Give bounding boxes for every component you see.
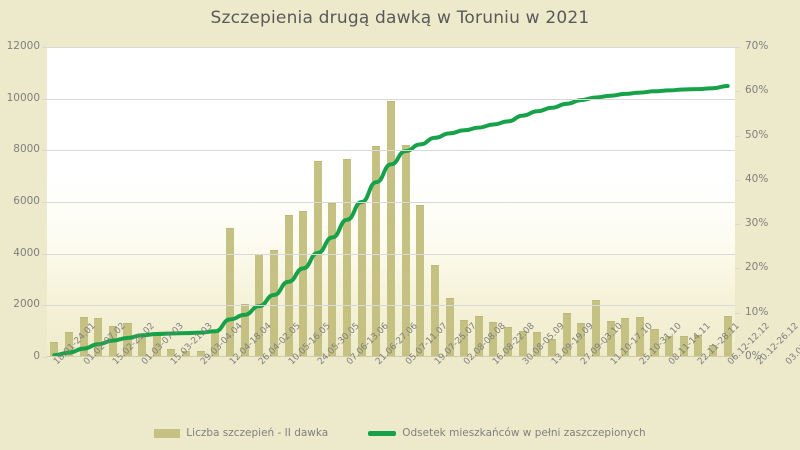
bar[interactable] bbox=[343, 159, 352, 357]
bar[interactable] bbox=[445, 297, 454, 357]
bar[interactable] bbox=[504, 327, 513, 357]
bar[interactable] bbox=[533, 332, 542, 357]
line-swatch-icon bbox=[368, 430, 397, 436]
y2-axis-tick-mark bbox=[735, 179, 740, 181]
bar[interactable] bbox=[386, 101, 396, 357]
chart-title: Szczepienia drugą dawką w Toruniu w 2021 bbox=[210, 8, 590, 28]
y-axis-tick-label: 8000 bbox=[13, 143, 40, 156]
bar[interactable] bbox=[167, 349, 176, 357]
bar[interactable] bbox=[665, 336, 674, 357]
bar[interactable] bbox=[679, 336, 688, 357]
axis-baseline bbox=[47, 356, 735, 357]
y2-axis-tick-label: 40% bbox=[745, 172, 769, 185]
bar[interactable] bbox=[225, 227, 234, 357]
x-axis-labels: 18.01-24.01 01.02-07.02 15.02-21.02 01.03-0… bbox=[47, 321, 800, 420]
y2-axis-tick-mark bbox=[735, 135, 740, 137]
y-axis-tick-label: 2000 bbox=[13, 298, 40, 311]
bar[interactable] bbox=[547, 338, 557, 357]
y-axis-tick-mark bbox=[42, 202, 47, 203]
y2-axis-tick-mark bbox=[735, 357, 740, 358]
bar[interactable] bbox=[196, 350, 205, 357]
bar[interactable] bbox=[591, 300, 600, 357]
y-axis-tick-label: 0 bbox=[33, 350, 40, 362]
y2-axis-tick-label: 60% bbox=[745, 84, 769, 97]
y-axis-tick-mark bbox=[42, 150, 47, 152]
y2-axis-tick-label: 10% bbox=[745, 305, 769, 318]
y-axis-tick-label: 12000 bbox=[6, 40, 40, 52]
bar[interactable] bbox=[182, 350, 191, 357]
bar[interactable] bbox=[240, 304, 249, 357]
bar[interactable] bbox=[79, 316, 88, 357]
plot-area bbox=[47, 47, 735, 358]
bar[interactable] bbox=[50, 341, 59, 357]
bar[interactable] bbox=[650, 328, 659, 357]
bar[interactable] bbox=[416, 204, 425, 357]
bar[interactable] bbox=[460, 319, 469, 357]
gridline bbox=[47, 305, 735, 307]
y-axis-tick-label: 6000 bbox=[13, 195, 40, 207]
legend-label-bars: Liczba szczepień - II dawka bbox=[186, 427, 329, 439]
bar[interactable] bbox=[562, 313, 571, 357]
gridline bbox=[47, 47, 735, 48]
bar[interactable] bbox=[284, 214, 293, 357]
y-axis-tick-mark bbox=[42, 253, 47, 255]
bar[interactable] bbox=[577, 323, 586, 357]
legend-item-line[interactable]: Odsetek mieszkańców w pełni zaszczepiony… bbox=[368, 427, 646, 439]
y2-axis-tick-mark bbox=[735, 91, 740, 93]
y2-axis-tick-mark bbox=[735, 224, 740, 226]
bar[interactable] bbox=[489, 322, 498, 357]
legend-label-line: Odsetek mieszkańców w pełni zaszczepiony… bbox=[402, 427, 646, 439]
bar[interactable] bbox=[64, 332, 73, 357]
bar[interactable] bbox=[328, 203, 337, 357]
bar[interactable] bbox=[606, 320, 615, 357]
bar[interactable] bbox=[709, 345, 718, 357]
legend-item-bars[interactable]: Liczba szczepień - II dawka bbox=[154, 427, 328, 439]
line-series-layer bbox=[52, 84, 730, 358]
y2-axis-tick-label: 0% bbox=[745, 350, 762, 362]
bar[interactable] bbox=[518, 331, 527, 357]
bar[interactable] bbox=[313, 160, 322, 357]
y-axis-tick-mark bbox=[42, 47, 47, 48]
y-axis-tick-label: 10000 bbox=[6, 91, 40, 104]
bar[interactable] bbox=[401, 145, 410, 357]
y-axis-tick-mark bbox=[42, 98, 47, 100]
bar[interactable] bbox=[474, 315, 483, 357]
gridline bbox=[47, 202, 735, 203]
y-axis-tick-label: 4000 bbox=[13, 246, 40, 259]
y2-axis-tick-mark bbox=[735, 268, 740, 270]
bar[interactable] bbox=[723, 315, 732, 357]
bar[interactable] bbox=[123, 323, 132, 357]
bar[interactable] bbox=[430, 265, 439, 357]
gridline bbox=[47, 253, 735, 255]
y2-axis-tick-label: 20% bbox=[745, 261, 769, 274]
y2-axis-tick-mark bbox=[735, 47, 740, 48]
bar[interactable] bbox=[694, 335, 703, 357]
bar-swatch-icon bbox=[154, 428, 181, 438]
bar[interactable] bbox=[299, 211, 308, 357]
bar[interactable] bbox=[372, 146, 381, 357]
bar[interactable] bbox=[269, 249, 278, 357]
gridline bbox=[47, 150, 735, 152]
gridline bbox=[47, 98, 735, 100]
chart-legend: Liczba szczepień - II dawka Odsetek mies… bbox=[0, 427, 800, 439]
y2-axis-tick-label: 70% bbox=[745, 40, 769, 52]
bar[interactable] bbox=[621, 318, 630, 357]
y-axis-tick-mark bbox=[42, 305, 47, 307]
line-path bbox=[52, 84, 730, 358]
bar[interactable] bbox=[94, 318, 103, 357]
y-axis-tick-mark bbox=[42, 357, 47, 358]
bar-series-layer bbox=[47, 47, 735, 357]
y2-axis-tick-mark bbox=[735, 312, 740, 314]
y2-axis-tick-label: 30% bbox=[745, 217, 769, 230]
bar[interactable] bbox=[635, 316, 644, 357]
y2-axis-tick-label: 50% bbox=[745, 128, 769, 141]
